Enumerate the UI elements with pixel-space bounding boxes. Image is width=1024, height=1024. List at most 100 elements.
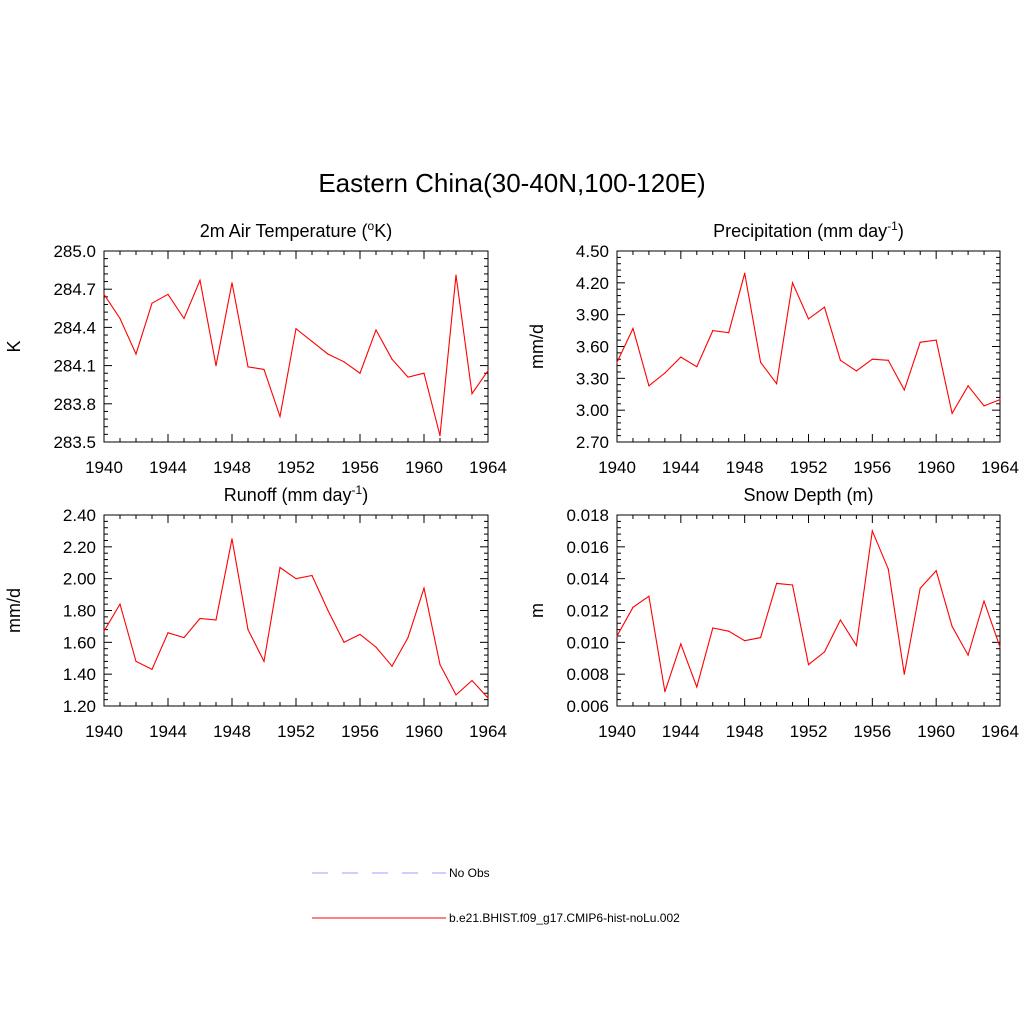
data-point — [471, 679, 473, 682]
y-tick-label: 284.7 — [53, 280, 96, 299]
x-tick-label: 1964 — [469, 722, 507, 741]
data-point — [471, 393, 473, 395]
x-tick-label: 1944 — [662, 722, 700, 741]
data-point — [791, 282, 794, 284]
y-tick-label: 2.70 — [576, 433, 609, 452]
data-point — [775, 582, 778, 585]
y-tick-label: 1.60 — [63, 633, 96, 652]
x-tick-label: 1964 — [981, 458, 1019, 477]
x-tick-label: 1944 — [149, 722, 187, 741]
panel-air-temperature: 1940 1944 1948 1952 1956 1960 1964 283.5 283.8 28… — [4, 219, 507, 477]
data-point — [999, 646, 1001, 648]
data-point — [423, 372, 425, 374]
y-axis-label: K — [4, 340, 24, 352]
y-tick-label: 285.0 — [53, 242, 96, 261]
data-point — [951, 412, 953, 414]
data-point — [151, 302, 153, 304]
y-tick-label: 4.20 — [576, 274, 609, 293]
data-point — [231, 282, 233, 284]
y-tick-label: 3.60 — [576, 338, 609, 357]
x-tick-label: 1952 — [277, 458, 315, 477]
data-point — [407, 376, 409, 378]
data-point — [983, 405, 985, 407]
x-tick-label: 1940 — [598, 458, 636, 477]
series-line-precipitation — [616, 273, 1001, 415]
y-tick-label: 4.50 — [576, 242, 609, 261]
y-tick-label: 284.4 — [53, 318, 96, 337]
x-tick-label: 1948 — [726, 458, 764, 477]
data-point — [728, 630, 730, 632]
data-point — [311, 340, 313, 343]
data-point — [327, 609, 329, 612]
x-tick-label: 1960 — [917, 458, 955, 477]
data-point — [103, 293, 105, 295]
data-point — [983, 600, 985, 602]
y-axis-label: mm/d — [4, 588, 24, 633]
panel-title: Snow Depth (m) — [743, 485, 873, 505]
data-point — [967, 654, 969, 656]
panel-title: 2m Air Temperature (oK) — [200, 219, 392, 241]
x-tick-label: 1960 — [405, 458, 443, 477]
y-tick-label: 0.018 — [566, 506, 609, 525]
data-point — [935, 570, 937, 572]
data-point — [887, 568, 889, 570]
data-point — [903, 389, 905, 391]
data-point — [247, 366, 249, 368]
data-point — [343, 641, 345, 643]
data-point — [680, 356, 682, 358]
data-point — [791, 584, 794, 586]
data-point — [744, 272, 746, 274]
plot-frame — [103, 514, 489, 707]
data-point — [839, 619, 842, 621]
data-point — [680, 643, 682, 645]
x-tick-label: 1944 — [149, 458, 187, 477]
data-point — [935, 339, 937, 341]
y-tick-label: 2.40 — [63, 506, 96, 525]
y-tick-label: 0.010 — [566, 633, 609, 652]
data-point — [151, 668, 153, 670]
data-point — [391, 665, 393, 667]
x-tick-label: 1948 — [726, 722, 764, 741]
x-tick-label: 1952 — [277, 722, 315, 741]
y-tick-label: 0.008 — [566, 665, 609, 684]
y-tick-label: 1.40 — [63, 665, 96, 684]
data-point — [215, 619, 217, 621]
y-tick-label: 1.20 — [63, 697, 96, 716]
data-point — [439, 664, 441, 666]
data-point — [263, 660, 265, 663]
data-point — [279, 415, 281, 418]
data-point — [183, 317, 185, 320]
legend: No Obs b.e21.BHIST.f09_g17.CMIP6-hist-no… — [312, 866, 680, 925]
data-point — [807, 664, 810, 666]
data-point — [712, 329, 714, 332]
data-point — [119, 317, 121, 320]
y-tick-label: 3.30 — [576, 369, 609, 388]
data-point — [632, 327, 634, 330]
data-point — [455, 694, 457, 696]
x-tick-label: 1956 — [341, 722, 379, 741]
data-point — [696, 686, 698, 688]
data-point — [616, 361, 618, 364]
panel-title: Runoff (mm day-1) — [224, 483, 368, 505]
figure-title: Eastern China(30-40N,100-120E) — [318, 168, 706, 198]
data-point — [343, 361, 345, 363]
y-tick-label: 2.20 — [63, 538, 96, 557]
data-point — [391, 358, 393, 360]
x-tick-label: 1940 — [85, 722, 123, 741]
x-tick-label: 1940 — [85, 458, 123, 477]
x-tick-label: 1948 — [213, 722, 251, 741]
data-point — [967, 385, 969, 387]
data-point — [919, 341, 921, 343]
data-point — [760, 636, 762, 639]
data-point — [487, 370, 489, 372]
x-tick-label: 1940 — [598, 722, 636, 741]
data-point — [183, 636, 185, 639]
data-point — [855, 370, 857, 372]
data-point — [119, 603, 121, 605]
series-line-runoff — [103, 538, 489, 699]
plot-frame — [616, 514, 1001, 707]
series-line-air-temperature — [103, 275, 489, 436]
data-point — [632, 606, 634, 608]
data-point — [823, 306, 826, 308]
